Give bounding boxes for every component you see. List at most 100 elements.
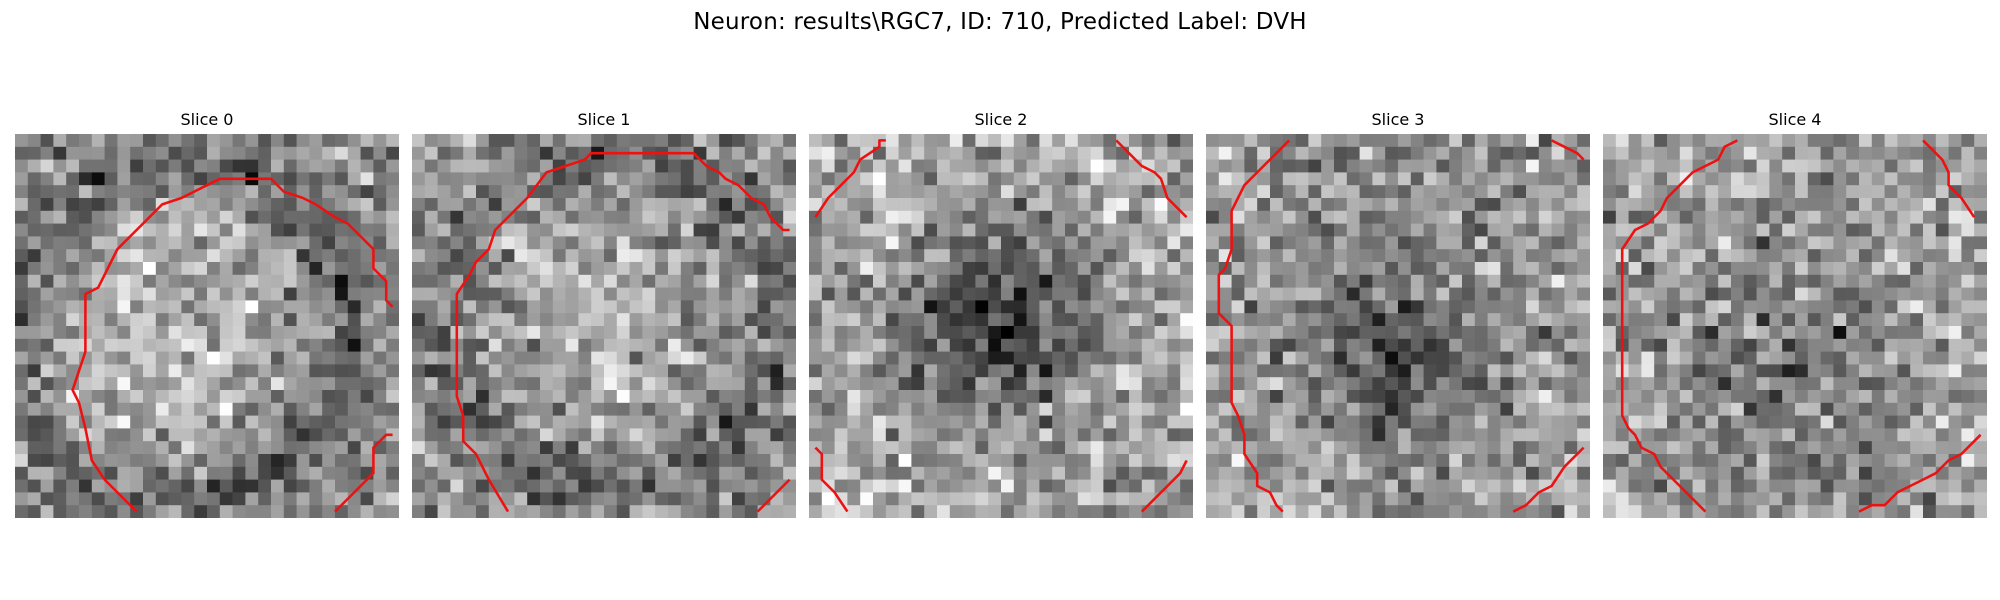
pixel bbox=[1756, 249, 1770, 263]
pixel bbox=[1206, 351, 1220, 365]
pixel bbox=[1410, 505, 1424, 518]
pixel bbox=[1769, 146, 1783, 160]
pixel bbox=[514, 210, 528, 224]
pixel bbox=[15, 454, 29, 468]
pixel bbox=[1974, 441, 1987, 455]
pixel bbox=[1795, 172, 1809, 186]
pixel bbox=[591, 441, 605, 455]
pixel bbox=[757, 390, 771, 404]
pixel bbox=[1692, 428, 1706, 442]
pixel bbox=[1948, 146, 1962, 160]
pixel bbox=[783, 390, 796, 404]
pixel bbox=[1141, 287, 1155, 301]
pixel bbox=[1116, 274, 1130, 288]
pixel bbox=[514, 415, 528, 429]
pixel bbox=[693, 262, 707, 276]
pixel bbox=[1974, 134, 1987, 148]
pixel bbox=[1346, 172, 1360, 186]
pixel bbox=[1641, 236, 1655, 250]
pixel bbox=[680, 300, 694, 314]
pixel bbox=[680, 134, 694, 148]
pixel bbox=[527, 223, 541, 237]
pixel bbox=[1385, 236, 1399, 250]
pixel bbox=[412, 402, 426, 416]
pixel bbox=[1308, 479, 1322, 493]
pixel bbox=[1679, 326, 1693, 340]
pixel bbox=[565, 313, 579, 327]
pixel bbox=[924, 249, 938, 263]
pixel bbox=[693, 172, 707, 186]
pixel bbox=[1526, 428, 1540, 442]
pixel bbox=[1846, 262, 1860, 276]
pixel bbox=[1795, 415, 1809, 429]
pixel bbox=[1385, 441, 1399, 455]
pixel bbox=[1039, 287, 1053, 301]
pixel bbox=[1398, 146, 1412, 160]
pixel bbox=[514, 390, 528, 404]
pixel bbox=[949, 198, 963, 212]
pixel bbox=[1705, 390, 1719, 404]
pixel bbox=[1385, 454, 1399, 468]
pixel bbox=[1782, 198, 1796, 212]
pixel bbox=[680, 159, 694, 173]
pixel bbox=[450, 479, 464, 493]
pixel bbox=[1513, 492, 1527, 506]
pixel bbox=[488, 185, 502, 199]
pixel bbox=[668, 466, 682, 480]
pixel bbox=[1039, 364, 1053, 378]
pixel bbox=[130, 210, 144, 224]
pixel bbox=[1769, 159, 1783, 173]
pixel bbox=[1513, 210, 1527, 224]
pixel bbox=[1731, 402, 1745, 416]
pixel bbox=[117, 505, 131, 518]
pixel bbox=[1282, 274, 1296, 288]
pixel bbox=[757, 441, 771, 455]
pixel bbox=[1667, 313, 1681, 327]
pixel bbox=[488, 390, 502, 404]
pixel bbox=[27, 479, 41, 493]
pixel bbox=[27, 402, 41, 416]
pixel bbox=[1026, 415, 1040, 429]
pixel bbox=[104, 313, 118, 327]
pixel bbox=[296, 287, 310, 301]
pixel bbox=[194, 454, 208, 468]
pixel bbox=[1692, 236, 1706, 250]
pixel bbox=[1705, 454, 1719, 468]
pixel bbox=[1167, 262, 1181, 276]
pixel bbox=[962, 210, 976, 224]
pixel bbox=[1743, 492, 1757, 506]
pixel bbox=[629, 338, 643, 352]
pixel bbox=[386, 338, 399, 352]
pixel bbox=[322, 172, 336, 186]
pixel bbox=[885, 287, 899, 301]
pixel bbox=[975, 210, 989, 224]
pixel bbox=[1154, 134, 1168, 148]
pixel bbox=[66, 134, 80, 148]
pixel bbox=[181, 274, 195, 288]
pixel bbox=[501, 134, 515, 148]
pixel bbox=[770, 249, 784, 263]
pixel bbox=[488, 300, 502, 314]
pixel bbox=[1654, 313, 1668, 327]
pixel bbox=[809, 505, 823, 518]
pixel bbox=[680, 505, 694, 518]
pixel bbox=[27, 172, 41, 186]
pixel bbox=[322, 492, 336, 506]
pixel bbox=[1769, 198, 1783, 212]
pixel bbox=[1154, 210, 1168, 224]
pixel bbox=[757, 466, 771, 480]
pixel bbox=[1116, 454, 1130, 468]
pixel bbox=[1308, 262, 1322, 276]
pixel bbox=[1846, 441, 1860, 455]
pixel bbox=[1641, 454, 1655, 468]
pixel bbox=[1833, 159, 1847, 173]
pixel bbox=[1398, 505, 1412, 518]
pixel bbox=[1910, 313, 1924, 327]
pixel bbox=[412, 198, 426, 212]
pixel bbox=[552, 223, 566, 237]
pixel bbox=[1871, 223, 1885, 237]
pixel bbox=[335, 313, 349, 327]
pixel bbox=[1731, 377, 1745, 391]
pixel bbox=[1231, 249, 1245, 263]
slice-title: Slice 1 bbox=[577, 110, 631, 129]
